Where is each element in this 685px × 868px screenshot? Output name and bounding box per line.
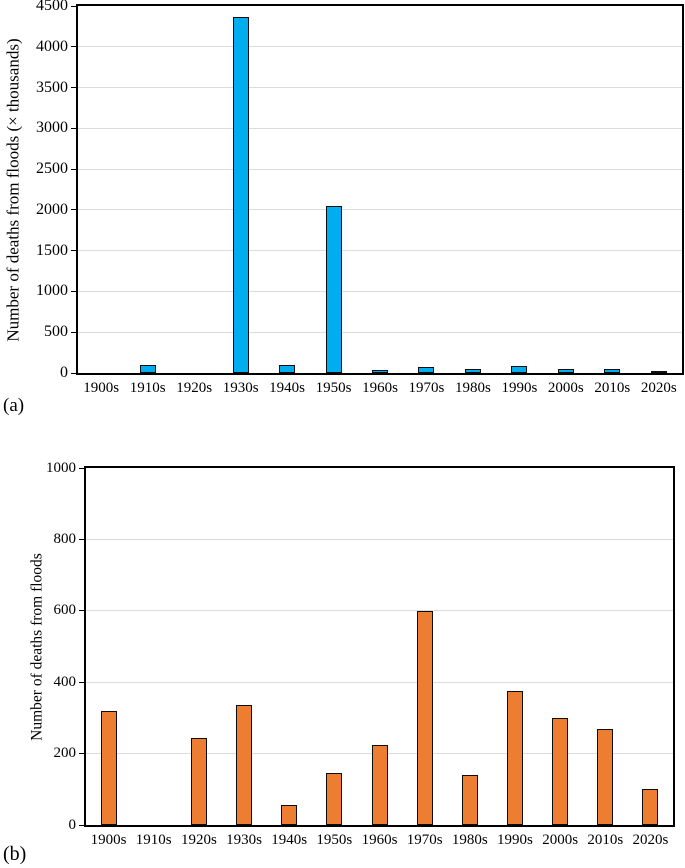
chart-b-tickmark-1000	[79, 467, 84, 469]
chart-a-xtick-1950s: 1950s	[315, 380, 352, 396]
chart-a-tickmark-2500	[71, 168, 76, 170]
chart-b-xtick-2010s: 2010s	[587, 832, 624, 848]
chart-b-y-axis-title: Number of deaths from floods	[28, 553, 46, 741]
chart-a-tickmark-4500	[71, 5, 76, 7]
chart-a-xtick-1900s: 1900s	[83, 380, 120, 396]
chart-a-ytick-3000: 3000	[36, 119, 68, 137]
chart-a-tickmark-1000	[71, 290, 76, 292]
chart-a-tickmark-3000	[71, 127, 76, 129]
chart-b-xtick-1930s: 1930s	[226, 832, 262, 848]
chart-a-ytick-1500: 1500	[36, 241, 68, 259]
chart-b-plot-area	[84, 466, 675, 827]
chart-a-plot-area	[76, 4, 684, 375]
chart-a-tickmark-3500	[71, 87, 76, 89]
chart-a-xtick-2020s: 2020s	[640, 380, 677, 396]
chart-a-ytick-4500: 4500	[36, 0, 68, 14]
chart-b-ytick-800: 800	[53, 530, 77, 547]
chart-b-xtick-2000s: 2000s	[542, 832, 579, 848]
bar-a-2020s	[650, 371, 667, 373]
chart-a-xtick-1940s: 1940s	[269, 380, 305, 396]
chart-a-xtick-1910s: 1910s	[129, 380, 166, 396]
bar-b-2010s	[597, 728, 614, 825]
gridline-4000	[78, 46, 682, 48]
gridline-1000	[78, 290, 682, 292]
chart-a-xtick-1980s: 1980s	[455, 380, 491, 396]
chart-a-tickmark-2000	[71, 209, 76, 211]
chart-a-ytick-1000: 1000	[36, 282, 68, 300]
chart-a-ytick-0: 0	[60, 364, 68, 381]
panel-label-b: (b)	[3, 843, 27, 865]
chart-a-ytick-2500: 2500	[36, 160, 68, 178]
bar-b-1980s	[461, 775, 478, 825]
bar-b-2020s	[642, 789, 659, 825]
chart-b-ytick-1000: 1000	[46, 459, 76, 476]
chart-b-xtick-1900s: 1900s	[90, 832, 127, 848]
bar-b-1940s	[281, 805, 298, 825]
chart-a-tickmark-4000	[71, 46, 76, 48]
gridline-400	[86, 681, 673, 683]
chart-b-ytick-600: 600	[53, 602, 77, 619]
bar-a-2000s	[557, 368, 574, 373]
chart-b-xtick-1910s: 1910s	[135, 832, 172, 848]
bar-a-1910s	[139, 364, 156, 373]
bar-a-1990s	[511, 365, 528, 373]
chart-a-tickmark-0	[71, 372, 76, 374]
chart-a-xtick-1970s: 1970s	[408, 380, 445, 396]
bar-a-1950s	[325, 205, 342, 373]
chart-b-xtick-1990s: 1990s	[497, 832, 533, 848]
gridline-3000	[78, 127, 682, 129]
chart-a-xtick-1920s: 1920s	[176, 380, 213, 396]
chart-a-xtick-2010s: 2010s	[594, 380, 631, 396]
chart-b-xtick-1920s: 1920s	[180, 832, 217, 848]
chart-b-tickmark-400	[79, 681, 84, 683]
chart-b-xtick-2020s: 2020s	[632, 832, 669, 848]
chart-b-xtick-1960s: 1960s	[361, 832, 398, 848]
chart-b-xtick-1940s: 1940s	[271, 832, 308, 848]
bar-b-1960s	[371, 744, 388, 825]
chart-a-ytick-500: 500	[44, 323, 68, 341]
panel-label-a: (a)	[3, 395, 25, 416]
chart-b-xtick-1970s: 1970s	[406, 832, 443, 848]
chart-a-tickmark-500	[71, 331, 76, 333]
chart-b-tickmark-0	[79, 824, 84, 826]
gridline-3500	[78, 87, 682, 89]
chart-b-tickmark-600	[79, 610, 84, 612]
chart-b-xtick-1980s: 1980s	[451, 832, 488, 848]
gridline-800	[86, 538, 673, 540]
chart-b-xtick-1950s: 1950s	[316, 832, 353, 848]
bar-a-1940s	[279, 364, 296, 373]
bar-b-1990s	[506, 691, 523, 825]
chart-b-tickmark-200	[79, 753, 84, 755]
chart-a-xtick-1960s: 1960s	[362, 380, 398, 396]
chart-a-tickmark-1500	[71, 250, 76, 252]
gridline-2500	[78, 168, 682, 170]
bar-a-1980s	[464, 368, 481, 373]
bar-a-1930s	[232, 17, 249, 373]
bar-b-1950s	[326, 773, 343, 825]
chart-a-xtick-1990s: 1990s	[501, 380, 538, 396]
gridline-500	[78, 331, 682, 333]
chart-a-xtick-2000s: 2000s	[547, 380, 584, 396]
gridline-2000	[78, 209, 682, 211]
gridline-1500	[78, 250, 682, 252]
bar-a-2010s	[604, 368, 621, 373]
chart-a-ytick-3500: 3500	[36, 78, 68, 96]
bar-b-1930s	[236, 705, 253, 825]
chart-b-ytick-400: 400	[53, 673, 77, 690]
chart-a-ytick-2000: 2000	[36, 200, 68, 218]
chart-a-xtick-1930s: 1930s	[222, 380, 259, 396]
bar-a-1960s	[372, 370, 388, 373]
chart-b-tickmark-800	[79, 538, 84, 540]
chart-b-ytick-200: 200	[53, 745, 77, 762]
bar-b-1920s	[190, 737, 207, 825]
chart-b-ytick-0: 0	[68, 816, 77, 833]
bar-b-1900s	[100, 710, 117, 825]
gridline-600	[86, 610, 673, 612]
bar-a-1970s	[418, 366, 435, 373]
chart-a-ytick-4000: 4000	[36, 37, 68, 55]
bar-b-2000s	[552, 717, 569, 825]
bar-b-1970s	[416, 610, 433, 825]
